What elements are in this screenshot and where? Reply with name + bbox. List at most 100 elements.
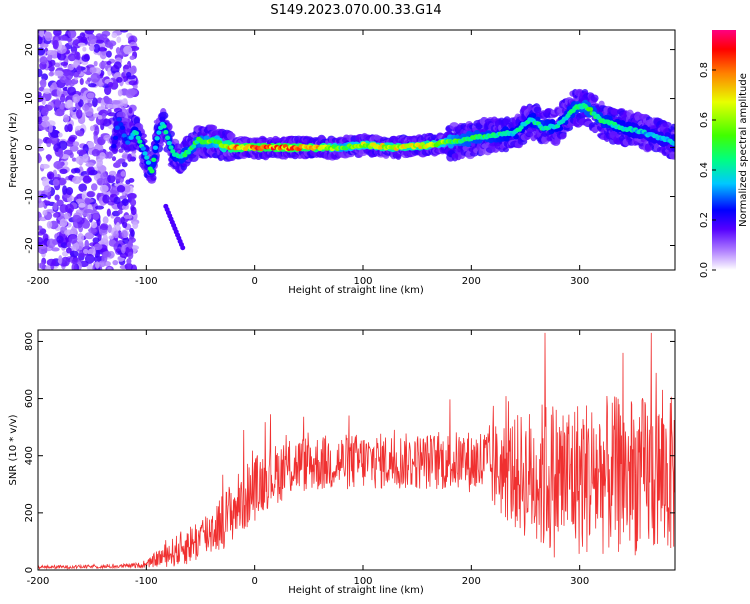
heatmap-noise-blob xyxy=(122,98,128,104)
heatmap-noise-blob xyxy=(93,255,102,263)
heatmap-noise-blob xyxy=(127,240,133,249)
heatmap-noise-blob xyxy=(100,223,109,231)
heatmap-core-blob xyxy=(671,141,675,146)
heatmap-noise-blob xyxy=(103,177,108,185)
heatmap-noise-blob xyxy=(52,212,59,218)
heatmap-noise-blob xyxy=(39,262,45,270)
heatmap-noise-blob xyxy=(69,250,79,258)
heatmap-noise-blob xyxy=(46,171,55,180)
heatmap-noise-blob xyxy=(116,36,122,44)
heatmap-noise-blob xyxy=(113,230,119,239)
heatmap-noise-blob xyxy=(39,43,49,48)
heatmap-noise-blob xyxy=(67,123,73,133)
heatmap-noise-blob xyxy=(121,161,128,168)
heatmap-noise-blob xyxy=(122,237,130,244)
snr-y-ticks: 0 200 400 600 800 xyxy=(24,332,675,573)
heatmap-halo-blob xyxy=(226,132,235,141)
x-tick-label: -200 xyxy=(27,576,50,587)
heatmap-noise-blob xyxy=(74,168,81,174)
heatmap-noise-blob xyxy=(67,64,75,71)
heatmap-noise-blob xyxy=(106,60,112,66)
heatmap-noise-blob xyxy=(58,140,68,151)
heatmap-noise-blob xyxy=(39,78,47,89)
heatmap-noise-blob xyxy=(88,83,97,88)
heatmap-core-blob xyxy=(111,143,117,149)
heatmap-noise-blob xyxy=(113,61,122,70)
figure-title: S149.2023.070.00.33.G14 xyxy=(270,3,441,18)
heatmap-noise-blob xyxy=(121,230,128,238)
heatmap-noise-blob xyxy=(48,124,53,133)
heatmap-noise-blob xyxy=(127,251,134,260)
heatmap-core-blob xyxy=(137,139,143,144)
heatmap-noise-blob xyxy=(75,130,84,137)
heatmap-noise-blob xyxy=(128,192,137,200)
heatmap-core-blob xyxy=(163,130,169,135)
heatmap-noise-blob xyxy=(90,183,98,191)
heatmap-noise-blob xyxy=(73,242,80,251)
heatmap-noise-blob xyxy=(122,198,129,207)
heatmap-noise-blob xyxy=(39,163,50,169)
x-tick-label: -100 xyxy=(135,576,158,587)
heatmap-noise-blob xyxy=(84,197,91,204)
heatmap-noise-blob xyxy=(67,53,76,62)
heatmap-noise-blob xyxy=(93,243,103,251)
heatmap-noise-blob xyxy=(84,239,90,250)
heatmap-noise-blob xyxy=(89,44,95,52)
y-tick-label: 0 xyxy=(24,144,35,150)
colorbar-tick-label: 0.6 xyxy=(699,112,710,128)
heatmap-noise-blob xyxy=(88,227,97,233)
heatmap-noise-blob xyxy=(128,80,138,86)
heatmap-noise-blob xyxy=(59,103,65,110)
heatmap-noise-blob xyxy=(90,72,101,83)
heatmap-noise-blob xyxy=(100,98,105,109)
heatmap-noise-blob xyxy=(67,86,77,96)
heatmap-noise-blob xyxy=(87,141,95,149)
heatmap-noise-blob xyxy=(38,231,45,236)
heatmap-noise-blob xyxy=(123,64,130,70)
heatmap-noise-blob xyxy=(42,115,50,122)
heatmap-streak-blob xyxy=(180,245,186,251)
heatmap-noise-blob xyxy=(63,212,71,220)
heatmap-noise-blob xyxy=(39,30,45,38)
heatmap-noise-blob xyxy=(54,62,61,68)
heatmap-noise-blob xyxy=(42,177,51,188)
heatmap-noise-blob xyxy=(76,65,82,75)
heatmap-halo-blob xyxy=(116,111,126,119)
heatmap-frame xyxy=(37,29,676,271)
heatmap-noise-blob xyxy=(80,36,88,43)
heatmap-halo-blob xyxy=(662,121,672,128)
y-tick-label: -20 xyxy=(24,237,35,253)
heatmap-noise-blob xyxy=(46,50,56,56)
colorbar-label: Normalized spectral amplitude xyxy=(738,73,749,227)
heatmap-noise-blob xyxy=(67,30,77,39)
heatmap-noise-blob xyxy=(41,120,51,128)
heatmap-noise-blob xyxy=(127,153,133,162)
heatmap-halo-blob xyxy=(502,147,509,153)
heatmap-core-blob xyxy=(135,135,141,141)
heatmap-noise-blob xyxy=(132,221,139,230)
heatmap-noise-blob xyxy=(96,178,105,186)
heatmap-noise-blob xyxy=(102,234,108,243)
heatmap-noise-blob xyxy=(93,43,101,53)
heatmap-noise-blob xyxy=(62,185,68,195)
y-tick-label: 0 xyxy=(24,567,35,573)
heatmap-noise-blob xyxy=(42,209,48,216)
heatmap-core-blob xyxy=(587,107,594,112)
x-tick-label: 100 xyxy=(353,576,372,587)
heatmap-noise-blob xyxy=(130,205,135,212)
snr-series-line xyxy=(38,332,675,570)
heatmap-core-blob xyxy=(140,146,146,151)
heatmap-x-axis-label: Height of straight line (km) xyxy=(288,285,424,296)
heatmap-noise-blob xyxy=(116,76,123,83)
heatmap-noise-blob xyxy=(107,112,117,117)
heatmap-noise-blob xyxy=(75,198,85,204)
colorbar-tick-label: 0.2 xyxy=(699,212,710,228)
heatmap-noise-blob xyxy=(92,97,98,108)
heatmap-noise-blob xyxy=(52,202,58,211)
heatmap-core-blob xyxy=(145,160,152,165)
heatmap-noise-blob xyxy=(106,208,111,217)
heatmap-ridge-blob xyxy=(638,133,645,139)
heatmap-noise-blob xyxy=(77,42,86,47)
heatmap-noise-blob xyxy=(123,214,133,219)
